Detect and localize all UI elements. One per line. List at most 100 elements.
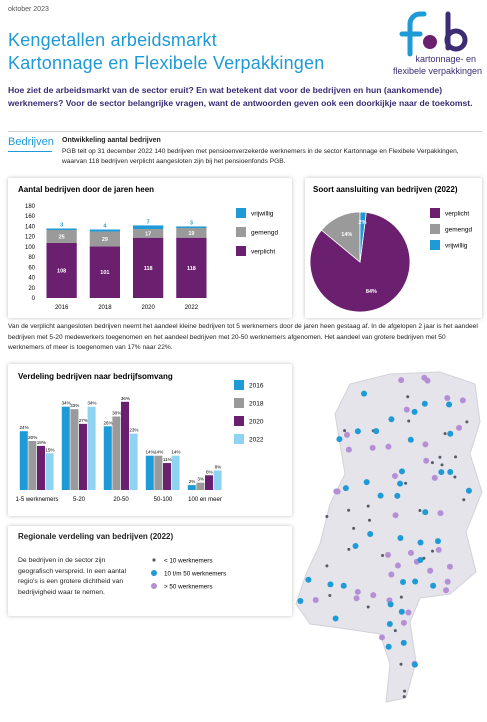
map-dot [421,374,428,381]
map-dot [370,592,377,599]
bar [145,455,154,490]
regional-title: Regionale verdeling van bedrijven (2022) [18,532,174,541]
map-dot [411,408,418,415]
bar [45,453,54,490]
map-dot [406,395,410,399]
legend-swatch [236,208,246,218]
legend-label: > 50 werknemers [164,584,212,591]
map-dot [417,556,424,563]
value-label: 3 [60,222,63,228]
map-dot [400,639,407,646]
bar [112,416,121,490]
legend-label: verplicht [251,249,275,256]
bar [87,406,96,490]
map-dot [369,444,376,451]
x-tick-label: 5-20 [73,497,86,503]
map-dot [394,562,401,569]
logo-text: kartonnage- en [415,54,476,64]
bar [205,475,214,490]
legend-swatch [234,434,244,444]
map-dot [333,488,340,495]
value-label: 4 [103,224,107,230]
map-dot [422,509,429,516]
legend-label: vrijwillig [251,211,274,218]
bar [70,409,79,490]
value-label: 15% [45,447,54,452]
value-label: 2% [189,479,196,484]
bar-segment [132,229,164,238]
chart-title: Aantal bedrijven door de jaren heen [18,185,154,194]
value-label: 14% [145,450,154,455]
y-tick-label: 180 [25,204,36,210]
legend-label: 2022 [249,437,264,444]
map-dot [400,579,407,586]
value-label: 27% [79,418,88,423]
legend-swatch [430,224,440,234]
y-tick-label: 40 [28,276,35,282]
map-dot [447,469,454,476]
regional-card: Regionale verdeling van bedrijven (2022)… [8,526,292,616]
legend-swatch [236,227,246,237]
map-dot [422,556,426,560]
map-dot [437,510,444,517]
value-label: 30% [112,411,121,416]
map-dot [305,576,312,583]
paragraph: Van de verplicht aangesloten bedrijven n… [8,323,478,351]
bar [37,445,46,490]
chart-card: Verdeling bedrijven naar bedrijfsomvang … [8,364,292,516]
map-dot [411,661,418,668]
map-dot [402,695,406,699]
value-label: 118 [144,266,153,272]
map-dot [397,535,404,542]
map-dot [435,546,442,553]
map-dot [332,615,339,622]
map-dot [340,582,347,589]
pie-slice [359,211,367,263]
map-dot [446,563,453,570]
x-tick-label: 2020 [141,305,155,311]
map-dot [377,492,384,499]
map-dot [423,457,430,464]
map-dot [444,395,451,402]
map-dot [427,567,434,574]
legend-label: verplicht [445,211,469,218]
title: Kengetallen arbeidsmarkt [8,30,217,50]
map-dot [444,578,451,585]
x-tick-label: 2016 [55,305,69,311]
legend-swatch [234,398,244,408]
heading-underline [8,151,52,152]
map-dot [443,432,447,436]
map-dot [343,431,350,438]
map-dot [443,587,450,594]
map-dot [327,581,334,588]
map-dot [366,504,370,508]
title: Kartonnage en Flexibele Verpakkingen [8,53,325,73]
legend-dot [151,570,157,576]
value-label: 18% [37,440,46,445]
map-dot [407,419,411,423]
bar-segment [89,231,121,247]
map-dot [352,526,356,530]
map-dot [418,508,422,512]
bar [154,455,163,490]
legend-label: 2016 [249,383,264,390]
bar [79,423,88,490]
logo: kartonnage- en flexibele verpakkingen [393,11,482,76]
bar-segment [176,237,207,298]
bar-segment [89,246,121,298]
bar [171,455,180,490]
x-tick-label: 2022 [185,305,199,311]
value-label: 6% [206,469,213,474]
map-dot [392,512,399,519]
bar-segment [46,230,77,243]
map-dot [453,475,457,479]
map-dot [407,436,414,443]
bar [103,426,112,490]
bar-segment [46,228,77,231]
map-dot [388,416,395,423]
map-dot [368,518,372,522]
map-dot [361,390,368,397]
chart-card: Soort aansluiting van bedrijven (2022) 8… [305,178,482,318]
map-dot [373,428,380,435]
map-dot [393,629,397,633]
